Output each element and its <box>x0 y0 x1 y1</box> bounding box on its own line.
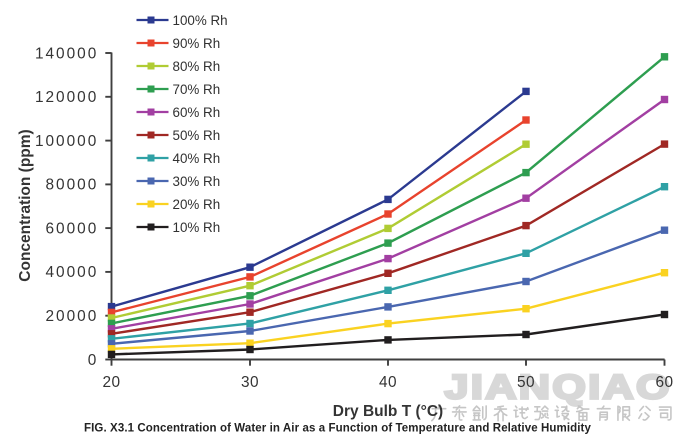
svg-text:FIG. X3.1 Concentration of Wat: FIG. X3.1 Concentration of Water in Air … <box>84 423 591 435</box>
svg-text:80% Rh: 80% Rh <box>173 59 221 74</box>
svg-text:120000: 120000 <box>35 89 98 106</box>
svg-text:100% Rh: 100% Rh <box>173 13 228 28</box>
svg-text:30: 30 <box>241 374 259 391</box>
svg-text:60: 60 <box>655 374 673 391</box>
svg-text:60% Rh: 60% Rh <box>173 105 221 120</box>
svg-text:20000: 20000 <box>45 308 98 325</box>
svg-text:10% Rh: 10% Rh <box>173 220 221 235</box>
svg-text:20: 20 <box>102 374 120 391</box>
svg-text:90% Rh: 90% Rh <box>173 36 221 51</box>
svg-text:60000: 60000 <box>45 220 98 237</box>
svg-text:100000: 100000 <box>35 133 98 150</box>
svg-text:70% Rh: 70% Rh <box>173 82 221 97</box>
svg-text:0: 0 <box>88 352 99 369</box>
svg-text:20% Rh: 20% Rh <box>173 197 221 212</box>
svg-text:40% Rh: 40% Rh <box>173 151 221 166</box>
svg-text:JIANQIAO: JIANQIAO <box>445 369 673 407</box>
svg-text:40000: 40000 <box>45 264 98 281</box>
svg-text:40: 40 <box>379 374 397 391</box>
svg-text:80000: 80000 <box>45 177 98 194</box>
svg-text:50% Rh: 50% Rh <box>173 128 221 143</box>
svg-text:Concentration (ppm): Concentration (ppm) <box>17 129 34 281</box>
svg-text:30% Rh: 30% Rh <box>173 174 221 189</box>
svg-text:140000: 140000 <box>35 45 98 62</box>
svg-text:Dry Bulb T (°C): Dry Bulb T (°C) <box>333 403 443 420</box>
svg-text:50: 50 <box>517 374 535 391</box>
